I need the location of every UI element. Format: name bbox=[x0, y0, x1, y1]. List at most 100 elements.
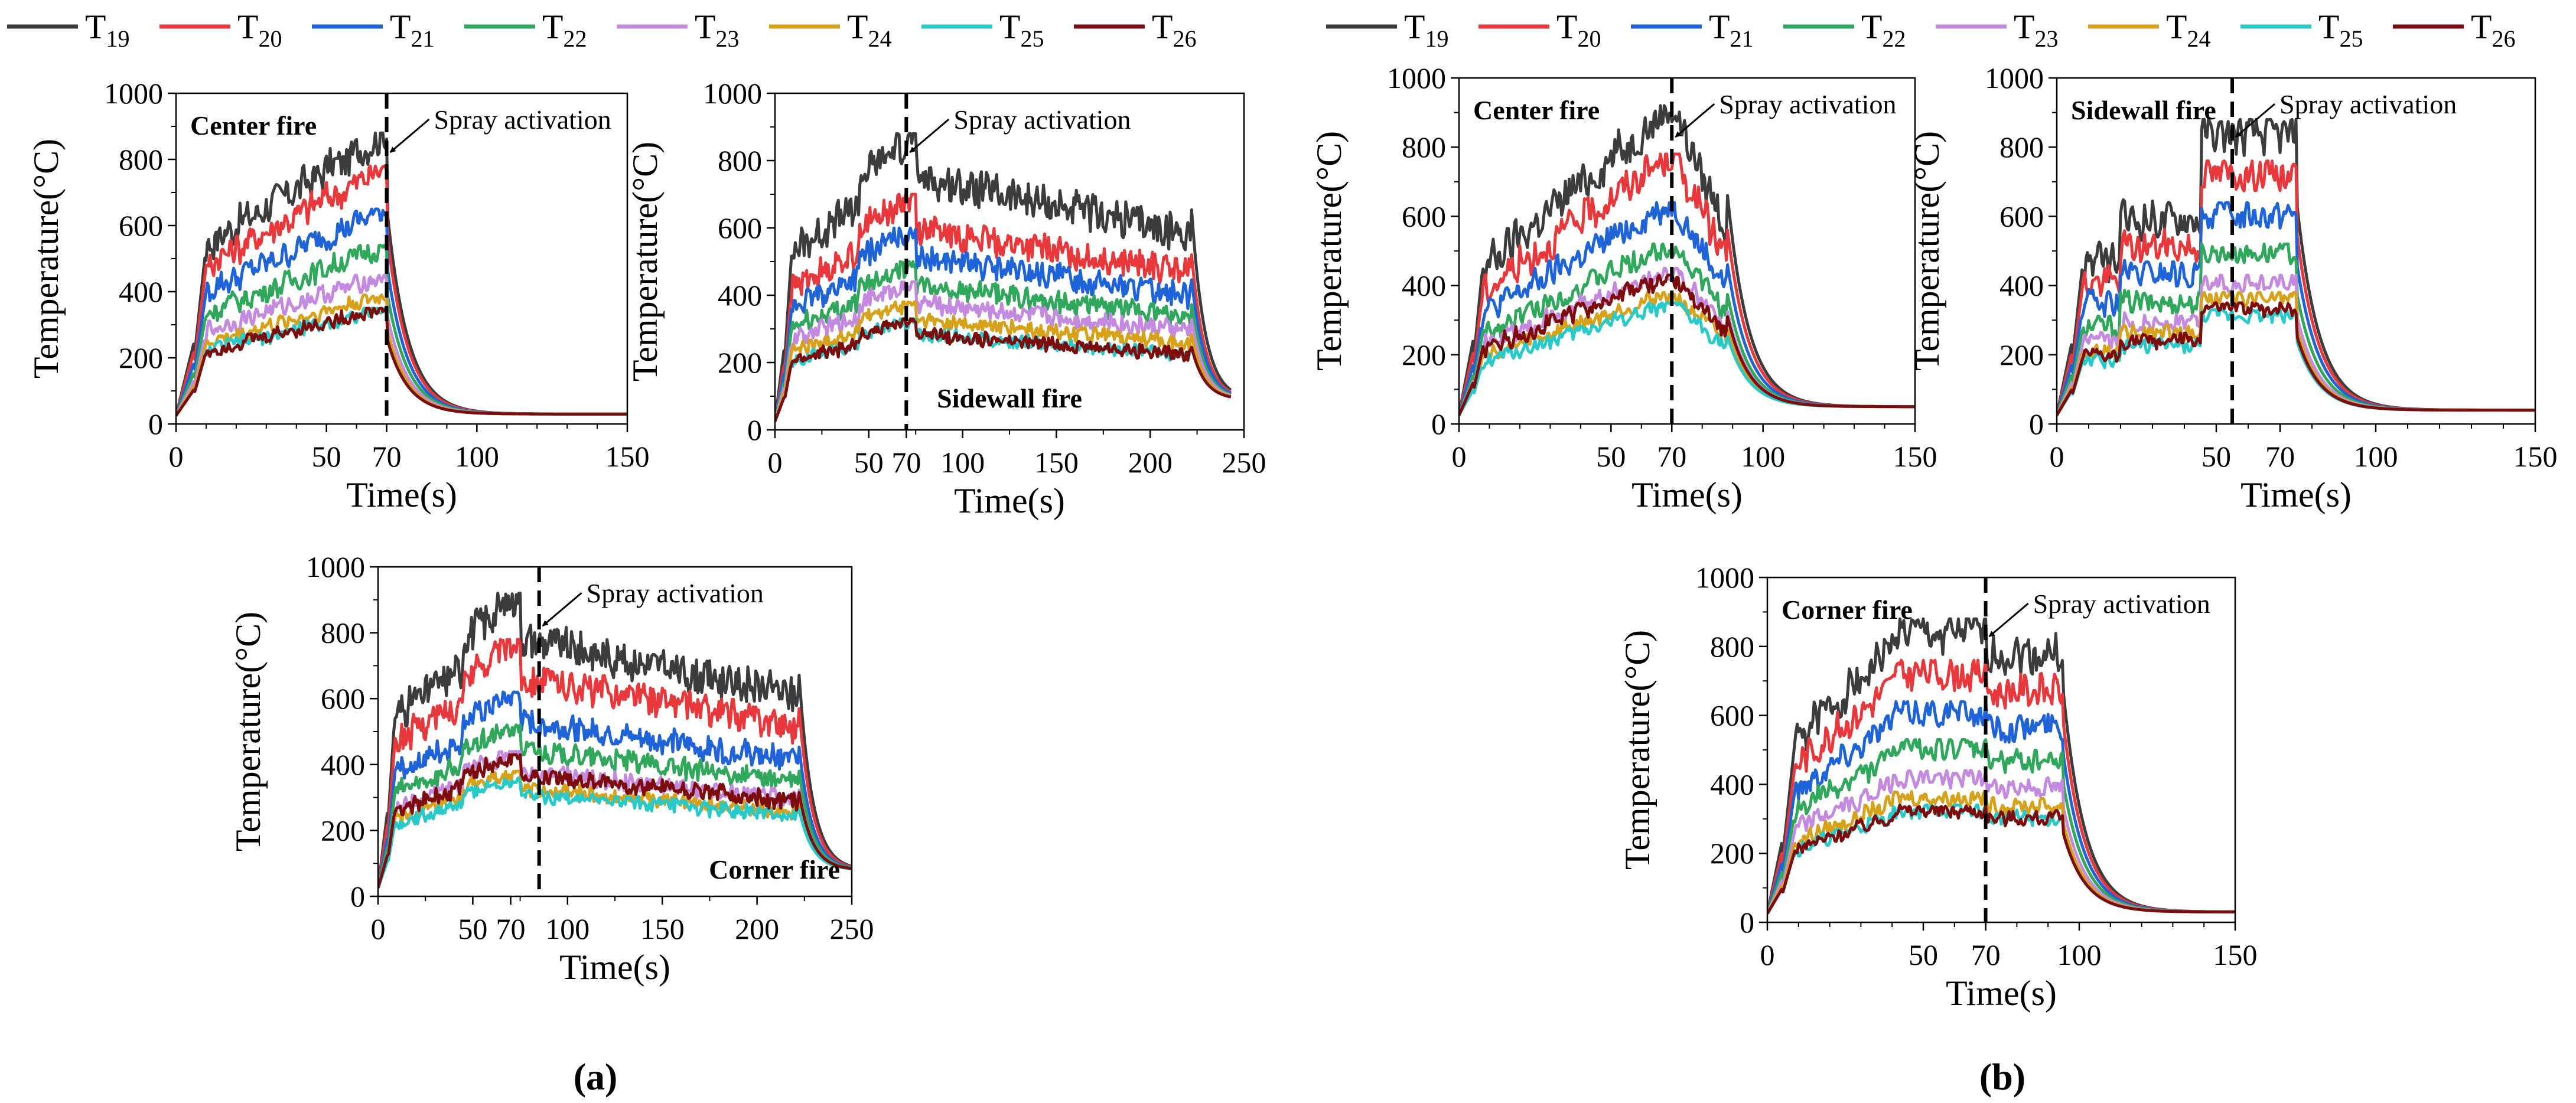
legend-label: T21 bbox=[1709, 8, 1753, 52]
legend-label: T19 bbox=[85, 8, 129, 52]
y-axis-label: Temperature(°C) bbox=[229, 612, 268, 851]
series-line-T26 bbox=[1459, 273, 1915, 416]
chart-title: Corner fire bbox=[709, 854, 840, 885]
y-axis-label: Temperature(°C) bbox=[27, 139, 66, 378]
series-group bbox=[1459, 104, 1915, 416]
x-tick-label: 70 bbox=[1971, 938, 2001, 971]
x-tick-label: 250 bbox=[830, 912, 874, 945]
y-tick-label: 400 bbox=[119, 275, 163, 308]
x-tick-label: 150 bbox=[2513, 440, 2558, 473]
series-line-T25 bbox=[378, 776, 852, 889]
x-tick-label: 100 bbox=[940, 446, 985, 479]
x-tick-label: 100 bbox=[2354, 440, 2398, 473]
panel-label-a: (a) bbox=[574, 1056, 618, 1098]
y-axis-label: Temperature(°C) bbox=[626, 142, 665, 381]
chart-title: Sidewall fire bbox=[2071, 95, 2216, 125]
y-axis-label: Temperature(°C) bbox=[1907, 131, 1946, 371]
x-tick-label: 0 bbox=[768, 446, 783, 479]
panel-label-b: (b) bbox=[1979, 1056, 2025, 1098]
legend-label: T22 bbox=[1861, 8, 1906, 52]
y-tick-label: 800 bbox=[1999, 130, 2044, 164]
series-line-T26 bbox=[378, 753, 852, 889]
legend-label: T22 bbox=[542, 8, 587, 52]
chart-title: Center fire bbox=[190, 110, 317, 141]
series-line-T19 bbox=[378, 592, 852, 889]
x-axis-label: Time(s) bbox=[2240, 475, 2352, 514]
y-tick-label: 200 bbox=[321, 814, 365, 847]
series-line-T25 bbox=[1767, 803, 2235, 915]
y-tick-label: 400 bbox=[1999, 269, 2044, 302]
spray-activation-arrow bbox=[1675, 103, 1715, 138]
series-line-T19 bbox=[775, 132, 1232, 422]
y-tick-label: 1000 bbox=[104, 77, 163, 110]
chart-title: Corner fire bbox=[1782, 595, 1913, 625]
series-line-T26 bbox=[2057, 301, 2535, 416]
y-tick-label: 600 bbox=[321, 682, 365, 715]
y-tick-label: 200 bbox=[1402, 338, 1446, 371]
chart-b-sidewall: 0 50 70 100 150 0 200 400 600 800 1000 Time(s) Tempe… bbox=[1907, 61, 2558, 514]
x-tick-label: 0 bbox=[1760, 938, 1775, 971]
spray-activation-arrow bbox=[389, 118, 430, 154]
legend-label: T21 bbox=[390, 8, 434, 52]
chart-title: Sidewall fire bbox=[937, 383, 1082, 413]
x-tick-label: 70 bbox=[1657, 440, 1686, 473]
legend-label: T26 bbox=[2471, 8, 2515, 52]
y-tick-label: 0 bbox=[350, 880, 365, 913]
y-tick-label: 800 bbox=[1710, 630, 1754, 663]
y-tick-label: 800 bbox=[718, 144, 762, 177]
y-axis-label: Temperature(°C) bbox=[1618, 630, 1657, 870]
y-tick-label: 600 bbox=[718, 211, 762, 244]
x-tick-label: 200 bbox=[1128, 446, 1173, 479]
x-tick-label: 200 bbox=[735, 912, 779, 945]
series-group bbox=[1767, 617, 2235, 915]
x-tick-label: 50 bbox=[2202, 440, 2231, 473]
series-line-T20 bbox=[378, 638, 852, 889]
legend-a: T19 T20 T21 T22 T23 T24 T25 T26 bbox=[7, 8, 1196, 52]
y-tick-label: 1000 bbox=[1387, 61, 1446, 94]
legend-label: T19 bbox=[1404, 8, 1448, 52]
x-axis-label: Time(s) bbox=[1946, 974, 2057, 1013]
spray-activation-label: Spray activation bbox=[953, 105, 1131, 135]
series-group bbox=[2057, 118, 2535, 416]
y-tick-label: 1000 bbox=[1985, 61, 2044, 94]
series-line-T19 bbox=[1459, 104, 1915, 416]
series-line-T20 bbox=[1459, 152, 1915, 416]
x-tick-label: 50 bbox=[1909, 938, 1938, 971]
y-tick-label: 400 bbox=[1710, 768, 1754, 801]
x-tick-label: 0 bbox=[1452, 440, 1467, 473]
spray-activation-label: Spray activation bbox=[2033, 589, 2210, 619]
legend-label: T25 bbox=[2318, 8, 2363, 52]
y-tick-label: 400 bbox=[718, 279, 762, 312]
series-line-T26 bbox=[1767, 804, 2235, 915]
y-tick-label: 200 bbox=[119, 341, 163, 374]
legend-b: T19 T20 T21 T22 T23 T24 T25 T26 bbox=[1326, 8, 2515, 52]
x-axis-label: Time(s) bbox=[559, 948, 670, 987]
spray-activation-arrow bbox=[909, 118, 950, 154]
x-tick-label: 70 bbox=[372, 440, 402, 473]
x-axis-label: Time(s) bbox=[1631, 475, 1743, 514]
chart-title: Center fire bbox=[1473, 95, 1600, 125]
y-tick-label: 0 bbox=[148, 407, 163, 440]
plot-frame bbox=[1766, 576, 2236, 923]
x-tick-label: 50 bbox=[458, 912, 487, 945]
x-axis-label: Time(s) bbox=[954, 481, 1065, 520]
legend-label: T25 bbox=[999, 8, 1044, 52]
x-tick-label: 0 bbox=[169, 440, 184, 473]
spray-activation-arrow bbox=[2235, 103, 2275, 138]
x-tick-label: 150 bbox=[1034, 446, 1079, 479]
y-tick-label: 600 bbox=[119, 209, 163, 242]
x-tick-label: 0 bbox=[371, 912, 386, 945]
chart-b-center: 0 50 70 100 150 0 200 400 600 800 1000 Time(s) Tempe… bbox=[1310, 61, 1937, 514]
x-tick-label: 70 bbox=[891, 446, 921, 479]
y-tick-label: 0 bbox=[1431, 407, 1446, 440]
x-tick-label: 70 bbox=[496, 912, 526, 945]
chart-a-center: 0 50 70 100 150 0 200 400 600 800 1000 Time(s) Tempe… bbox=[27, 77, 650, 514]
x-axis-label: Time(s) bbox=[346, 475, 457, 514]
y-tick-label: 200 bbox=[1710, 837, 1754, 870]
series-line-T25 bbox=[1459, 301, 1915, 416]
x-tick-label: 150 bbox=[2213, 938, 2258, 971]
y-tick-label: 0 bbox=[2029, 407, 2044, 440]
y-tick-label: 0 bbox=[1740, 906, 1754, 939]
spray-activation-arrow bbox=[542, 592, 582, 627]
series-line-T22 bbox=[775, 260, 1232, 422]
